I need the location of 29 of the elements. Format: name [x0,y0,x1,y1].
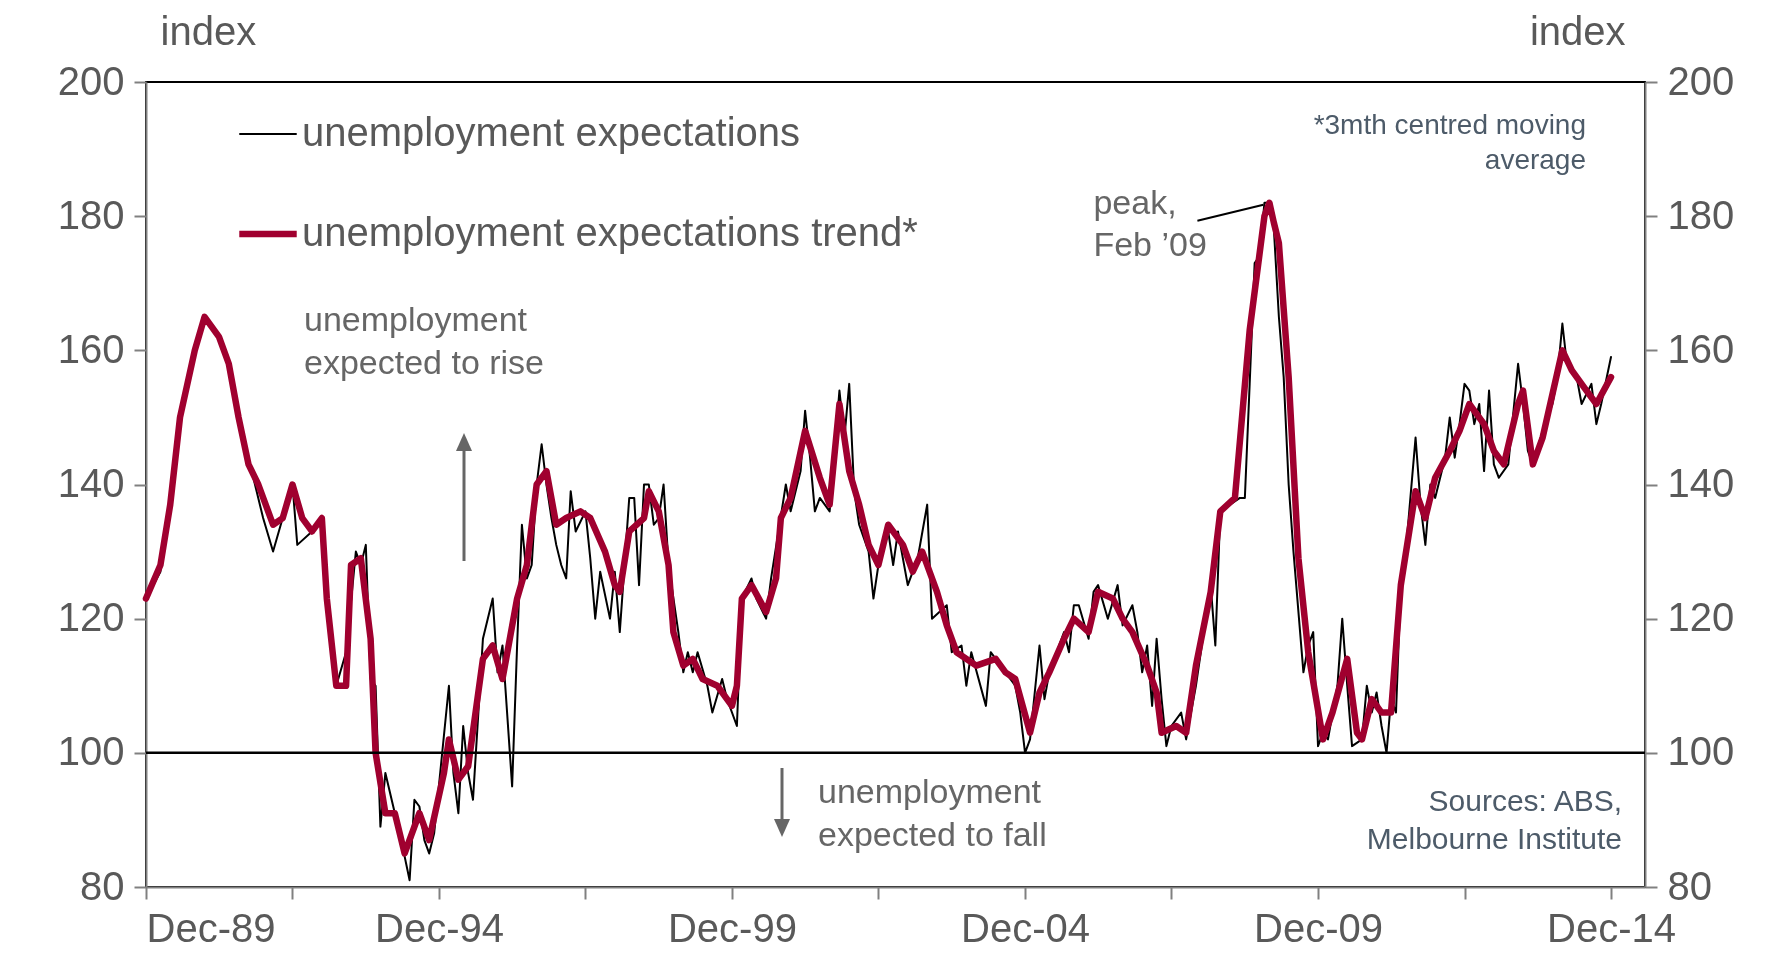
y2-tick-label: 80 [1667,863,1712,908]
annotation: unemployment expected to fall [818,772,1047,853]
y-tick-label: 120 [57,595,125,640]
annotation: peak, Feb ’09 [1093,182,1207,264]
y-axis-title: index [160,8,257,53]
y-tick-label: 140 [57,461,125,505]
x-tick-label: Dec-14 [1547,905,1676,950]
annotation: unemployment expected to rise [304,300,545,381]
y2-tick-label: 120 [1667,595,1735,640]
x-tick-label: Dec-04 [961,905,1091,950]
y2-tick-label: 100 [1667,729,1735,774]
legend-label: unemployment expectations trend* [302,210,918,254]
y-tick-label: 180 [57,192,125,237]
y2-tick-label: 160 [1667,326,1735,371]
y2-tick-label: 140 [1667,461,1735,505]
y-tick-label: 200 [57,58,125,103]
x-tick-label: Dec-99 [667,905,797,950]
y2-tick-label: 200 [1667,58,1735,103]
x-tick-label: Dec-09 [1254,905,1383,950]
x-tick-label: Dec-89 [146,905,276,950]
y-tick-label: 80 [80,863,125,908]
legend-label: unemployment expectations [302,110,801,154]
y-tick-label: 100 [57,729,125,774]
y2-tick-label: 180 [1667,192,1735,237]
y2-axis-title: index [1529,8,1626,53]
y-tick-label: 160 [57,326,125,371]
annotation: Sources: ABS, Melbourne Institute [1366,784,1622,855]
annotation: *3mth centred moving average [1313,109,1586,175]
x-tick-label: Dec-94 [374,905,504,950]
